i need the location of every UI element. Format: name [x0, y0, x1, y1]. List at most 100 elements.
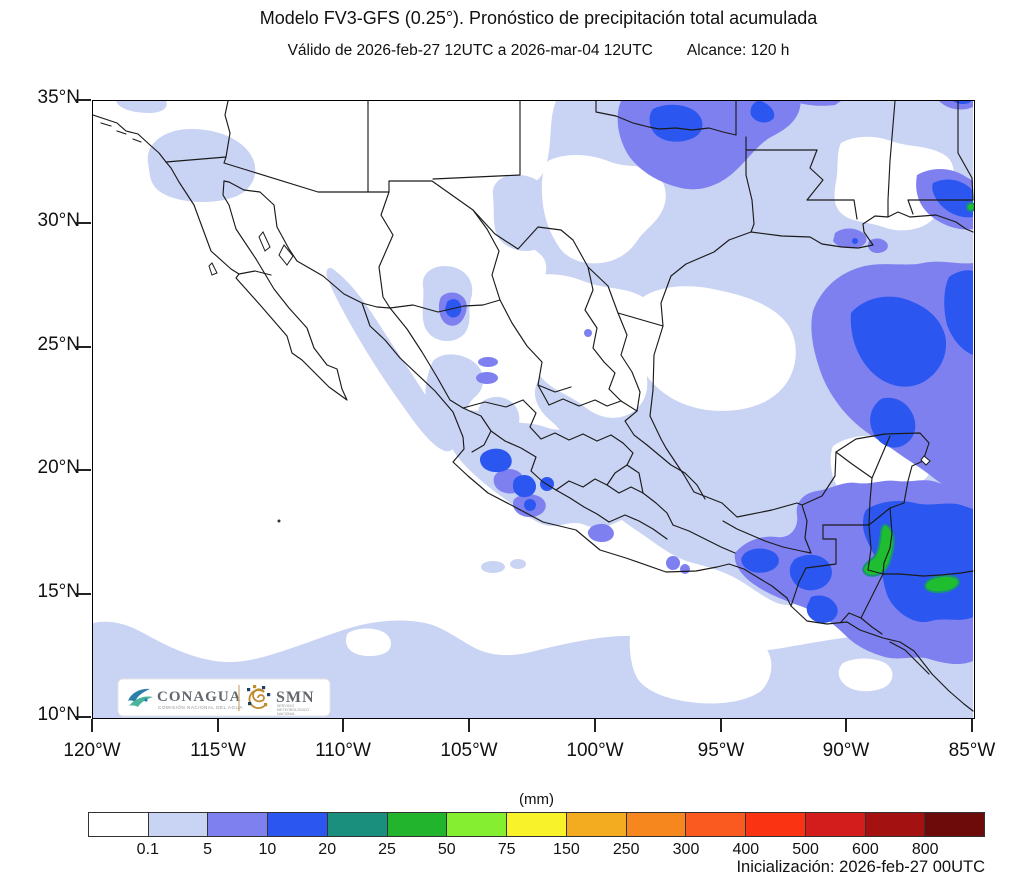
us-state-line — [806, 149, 858, 220]
mx-state-line — [389, 299, 501, 313]
colorbar-tick-label: 400 — [732, 841, 760, 858]
mx-state-line — [490, 430, 571, 499]
lat-label-10n: 10°N — [37, 704, 80, 725]
colorbar-tick-label: 500 — [792, 841, 819, 858]
guatemala-border — [790, 524, 870, 607]
colorbar-tick-label: 800 — [911, 841, 939, 858]
us-state-line — [224, 101, 231, 158]
colorbar-cells — [88, 812, 985, 837]
mx-state-line — [606, 484, 644, 494]
lon-label-105w: 105°W — [440, 740, 498, 761]
california-coastline — [93, 114, 167, 163]
lat-tick — [76, 469, 91, 471]
page-title: Modelo FV3-GFS (0.25°). Pronóstico de pr… — [259, 8, 818, 28]
colorbar-tick-label: 250 — [612, 841, 640, 858]
mx-state-line — [646, 444, 706, 500]
mx-state-line — [835, 451, 873, 479]
forecast-range-text: Alcance: 120 h — [686, 42, 790, 59]
mx-state-line — [622, 442, 634, 466]
lon-label-115w: 115°W — [190, 740, 246, 761]
mx-state-line — [608, 514, 668, 540]
colorbar-cell — [208, 813, 269, 836]
us-state-line — [595, 101, 737, 136]
lat-tick — [76, 716, 91, 718]
small-island-dot — [277, 519, 281, 523]
island — [278, 244, 294, 266]
lon-label-110w: 110°W — [315, 740, 371, 761]
lat-label-15n: 15°N — [37, 581, 80, 602]
colorbar-cell — [507, 813, 567, 836]
lon-tick — [91, 719, 93, 732]
precip-intense-layer — [862, 202, 974, 594]
lon-tick — [342, 719, 344, 732]
colorbar-cell — [447, 813, 508, 836]
lat-tick — [76, 99, 91, 101]
colorbar-cell — [566, 813, 627, 836]
mx-state-line — [462, 399, 524, 409]
lon-tick — [217, 719, 219, 732]
island — [920, 455, 931, 466]
us-state-line — [907, 199, 974, 215]
forecast-map: CONAGUA COMISIÓN NACIONAL DEL AGUA SMN S… — [93, 101, 974, 718]
mx-state-line — [606, 464, 628, 486]
conagua-caption: COMISIÓN NACIONAL DEL AGUA — [158, 704, 243, 710]
smn-caption-line: NACIONAL — [277, 712, 295, 716]
island — [208, 262, 218, 276]
colorbar-tick-label: 50 — [437, 841, 456, 858]
us-state-line — [432, 101, 521, 180]
dry-area-layer — [345, 136, 954, 704]
lon-tick — [720, 719, 722, 732]
belize-border — [868, 507, 891, 526]
us-gulf-coastline — [660, 211, 974, 327]
valid-period-text: Válido de 2026-feb-27 12UTC a 2026-mar-0… — [287, 42, 653, 59]
mx-state-line — [620, 400, 638, 412]
lon-tick — [971, 719, 973, 732]
mx-state-line — [764, 540, 812, 554]
colorbar-cell — [746, 813, 806, 836]
colorbar-unit-label: (mm) — [519, 791, 554, 808]
lon-label-120w: 120°W — [63, 740, 121, 761]
lat-label-30n: 30°N — [37, 210, 80, 231]
colorbar-cell — [89, 813, 149, 836]
mx-state-line — [672, 524, 736, 554]
conagua-wordmark: CONAGUA — [157, 689, 242, 705]
lat-tick — [76, 222, 91, 224]
colorbar-tick-label: 0.1 — [136, 841, 159, 858]
lon-label-90w: 90°W — [822, 740, 870, 761]
mx-state-line — [537, 384, 572, 393]
colorbar-tick-label: 20 — [318, 841, 337, 858]
us-state-line — [887, 101, 896, 218]
mx-state-line — [617, 312, 641, 412]
mx-state-line — [868, 477, 873, 526]
mx-state-line — [603, 361, 622, 402]
lat-label-35n: 35°N — [37, 87, 80, 108]
mx-state-line — [555, 478, 608, 491]
pacific-coastline — [223, 180, 974, 712]
mx-state-line — [624, 410, 648, 446]
central-america-border — [860, 573, 884, 619]
lon-tick — [468, 719, 470, 732]
mx-state-line — [522, 399, 542, 440]
lon-label-85w: 85°W — [948, 740, 996, 761]
smn-caption-line: SERVICIO — [277, 704, 294, 708]
colorbar-tick-label: 75 — [497, 841, 516, 858]
lon-label-95w: 95°W — [697, 740, 745, 761]
map-canvas: CONAGUA COMISIÓN NACIONAL DEL AGUA SMN S… — [92, 100, 975, 719]
us-mexico-border — [165, 156, 664, 327]
smn-logo-icon — [247, 685, 271, 709]
colorbar-cell — [686, 813, 747, 836]
colorbar-cell — [327, 813, 388, 836]
mx-state-line — [548, 398, 622, 407]
lat-tick — [76, 593, 91, 595]
central-america-border — [840, 612, 862, 623]
lon-tick — [845, 719, 847, 732]
smn-wordmark: SMN — [276, 689, 315, 706]
colorbar-tick-label: 300 — [672, 841, 700, 858]
mx-state-line — [361, 302, 391, 309]
central-america-border — [860, 617, 883, 635]
mx-state-line — [238, 270, 272, 276]
mx-state-line — [626, 464, 644, 494]
mx-state-line — [378, 191, 394, 309]
colorbar-cell — [148, 813, 209, 836]
mx-state-line — [499, 299, 550, 406]
